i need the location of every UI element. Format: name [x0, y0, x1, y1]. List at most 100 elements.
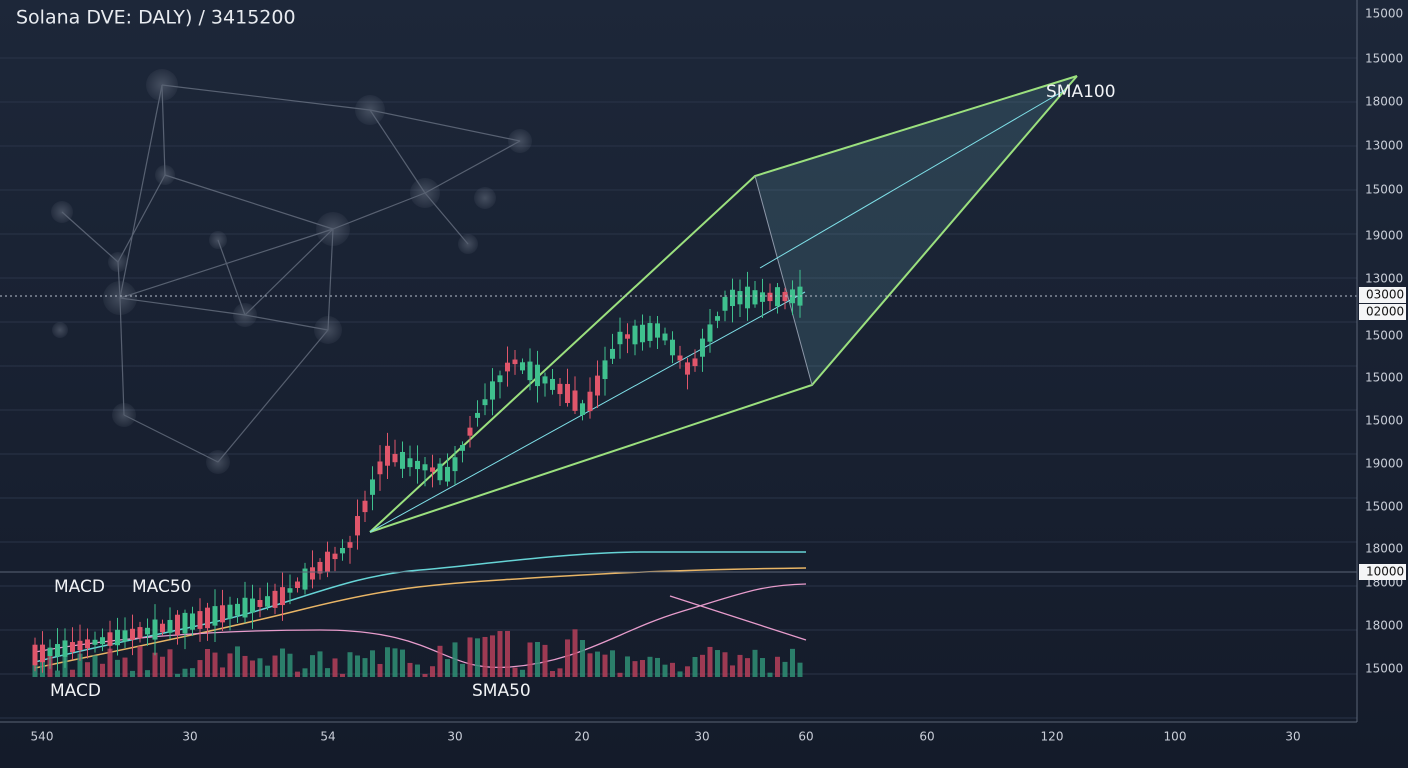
volume-bar: [677, 671, 683, 677]
volume-bar: [655, 657, 660, 677]
x-axis-label: 20: [574, 730, 589, 744]
x-axis-label: 30: [694, 730, 709, 744]
candle-body: [145, 627, 150, 635]
volume-bar: [77, 653, 83, 677]
network-node: [410, 178, 440, 208]
volume-bar: [737, 654, 743, 677]
candle-body: [100, 637, 105, 645]
volume-bar: [542, 644, 548, 677]
candle-body: [752, 290, 758, 305]
candle-body: [325, 551, 330, 573]
y-axis-label: 15000: [1365, 183, 1403, 197]
candle-body: [377, 461, 383, 475]
network-edge: [369, 109, 521, 142]
candle-body: [310, 567, 315, 580]
volume-bar: [610, 650, 615, 677]
volume-bar: [617, 672, 623, 677]
price-tag: 03000: [1366, 288, 1404, 302]
volume-bar: [460, 663, 465, 677]
candle-body: [190, 613, 195, 630]
candle-body: [370, 479, 375, 495]
candle-body: [790, 289, 795, 304]
volume-bar: [92, 655, 98, 677]
candle-body: [625, 334, 630, 339]
candle-body: [332, 553, 338, 560]
candle-body: [595, 375, 600, 396]
volume-bar: [227, 653, 233, 677]
volume-bar: [385, 647, 390, 677]
volume-bar: [527, 642, 533, 677]
volume-bar: [565, 639, 570, 677]
volume-bar: [782, 661, 788, 677]
candle-body: [422, 464, 428, 471]
candle-body: [572, 390, 578, 411]
candle-body: [220, 605, 225, 623]
y-axis-label: 19000: [1365, 229, 1403, 243]
volume-bar: [250, 660, 255, 677]
channel-edge: [754, 175, 813, 386]
candle-body: [520, 362, 525, 371]
volume-bar: [377, 663, 383, 677]
candle-body: [280, 587, 285, 606]
network-node: [458, 234, 478, 254]
volume-bar: [452, 642, 458, 677]
volume-bar: [355, 655, 360, 677]
y-axis-label: 15000: [1365, 371, 1403, 385]
network-node: [206, 450, 230, 474]
network-node: [146, 69, 178, 101]
candle-body: [655, 323, 660, 338]
volume-bar: [602, 654, 608, 677]
y-axis-label: 13000: [1365, 139, 1403, 153]
volume-bar: [692, 656, 698, 677]
network-edge: [244, 228, 334, 316]
volume-bar: [437, 645, 443, 677]
y-axis-label: 19000: [1365, 457, 1403, 471]
network-edge: [61, 211, 119, 263]
candle-body: [617, 331, 623, 345]
candle-body: [647, 323, 653, 341]
volume-bar: [295, 671, 300, 677]
channel-fill: [755, 76, 1077, 385]
volume-bar: [415, 664, 420, 677]
volume-bar: [730, 665, 735, 677]
candle-body: [677, 355, 683, 361]
volume-bar: [362, 658, 368, 677]
volume-bar: [670, 662, 675, 677]
volume-bar: [580, 640, 585, 677]
x-axis-label: 54: [320, 730, 335, 744]
volume-bar: [467, 637, 473, 677]
y-axis-label: 15000: [1365, 52, 1403, 66]
candle-body: [340, 548, 345, 554]
volume-bar: [767, 672, 773, 677]
volume-bar: [340, 673, 345, 677]
candle-body: [40, 644, 45, 663]
volume-bar: [497, 631, 503, 677]
annotation: SMA50: [472, 681, 531, 701]
network-node: [103, 281, 137, 315]
ma-line: [669, 595, 807, 641]
candle-body: [542, 376, 548, 384]
candle-body: [167, 619, 173, 633]
volume-bar: [160, 656, 165, 677]
x-axis-label: 120: [1041, 730, 1064, 744]
volume-bar: [512, 667, 518, 677]
volume-bar: [130, 670, 135, 677]
volume-bar: [115, 659, 120, 677]
network-edge: [119, 297, 125, 416]
candle-body: [272, 590, 278, 608]
candle-body: [715, 316, 720, 321]
volume-bar: [257, 658, 263, 677]
volume-bar: [302, 668, 308, 677]
volume-bar: [370, 650, 375, 677]
candle-body: [460, 445, 465, 451]
volume-bar: [587, 653, 593, 677]
volume-bar: [400, 649, 405, 677]
network-node: [233, 303, 257, 327]
volume-bar: [100, 663, 105, 677]
candle-body: [385, 445, 390, 466]
candle-body: [745, 286, 750, 309]
candle-body: [55, 644, 60, 657]
candle-body: [737, 291, 743, 305]
annotation: SMA100: [1046, 82, 1116, 102]
